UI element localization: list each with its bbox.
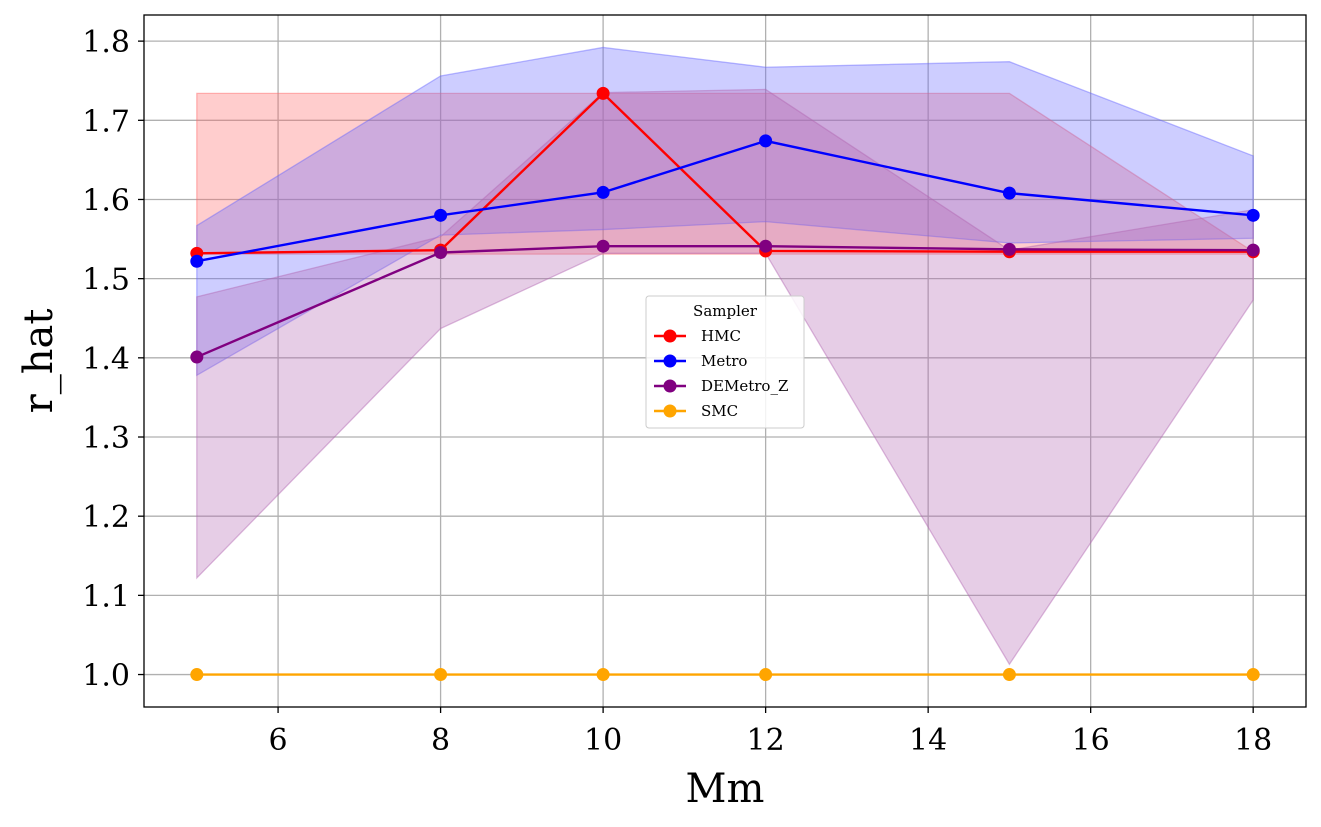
legend: Sampler HMC Metro DEMetro_Z SMC: [645, 295, 805, 429]
data-point: [759, 134, 773, 148]
x-tick-label: 8: [431, 723, 450, 758]
legend-entry: Metro: [701, 352, 747, 370]
data-point: [596, 86, 610, 100]
legend-entry: SMC: [701, 402, 738, 420]
legend-marker: [663, 354, 677, 368]
x-tick-label: 18: [1234, 723, 1272, 758]
data-point: [434, 668, 448, 682]
y-tick-label: 1.1: [82, 579, 130, 614]
data-point: [190, 350, 204, 364]
series-line-metro: [196, 139, 1254, 263]
legend-entry: DEMetro_Z: [701, 377, 788, 395]
data-point: [596, 239, 610, 253]
series-lines: [190, 86, 1260, 682]
data-point: [1246, 208, 1260, 222]
data-point: [1002, 242, 1016, 256]
x-tick-label: 14: [909, 723, 947, 758]
y-tick-label: 1.4: [82, 342, 130, 377]
y-tick-label: 1.7: [82, 104, 130, 139]
data-point: [1002, 668, 1016, 682]
y-tick-label: 1.3: [82, 421, 130, 456]
y-tick-label: 1.2: [82, 500, 130, 535]
legend-title: Sampler: [693, 302, 758, 320]
data-point: [1002, 186, 1016, 200]
series-line-demetro_z: [196, 244, 1254, 359]
data-point: [596, 668, 610, 682]
axis-ticks: 6 8 10 12 14 16 18 1.0 1.1 1.2 1.3 1.4 1.5 1.6 1.7 1.8: [82, 25, 1272, 758]
data-point: [596, 185, 610, 199]
legend-marker: [663, 379, 677, 393]
data-point: [190, 254, 204, 268]
series-line-hmc: [196, 91, 1254, 255]
grid: [144, 15, 1306, 707]
legend-entry: HMC: [701, 327, 741, 345]
data-point: [759, 239, 773, 253]
y-tick-label: 1.0: [82, 659, 130, 694]
data-point: [190, 668, 204, 682]
data-point: [1246, 243, 1260, 257]
x-tick-label: 6: [269, 723, 288, 758]
data-point: [434, 246, 448, 260]
y-tick-label: 1.6: [82, 183, 130, 218]
x-axis-label: Mm: [686, 766, 765, 812]
x-tick-label: 10: [584, 723, 622, 758]
data-point: [1246, 668, 1260, 682]
y-tick-label: 1.8: [82, 25, 130, 60]
data-point: [434, 208, 448, 222]
data-point: [759, 668, 773, 682]
x-tick-label: 12: [747, 723, 785, 758]
y-tick-label: 1.5: [82, 263, 130, 298]
legend-box: [645, 295, 805, 429]
legend-marker: [663, 329, 677, 343]
plot-frame: [143, 14, 1307, 708]
x-tick-label: 16: [1072, 723, 1110, 758]
legend-marker: [663, 404, 677, 418]
y-axis-label: r_hat: [16, 309, 62, 414]
